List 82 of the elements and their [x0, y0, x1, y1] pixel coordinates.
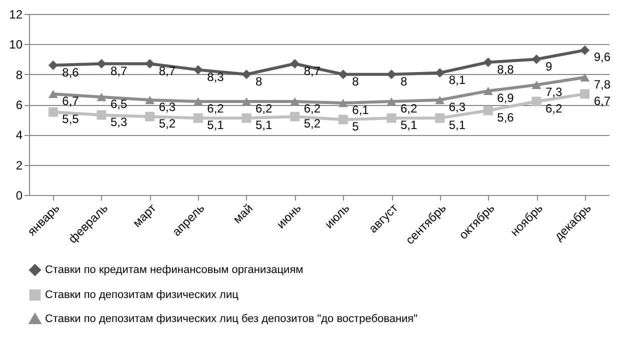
- data-label: 5,2: [158, 116, 176, 131]
- y-tick-label: 12: [9, 8, 23, 22]
- point: [193, 97, 203, 106]
- point: [532, 54, 542, 64]
- data-label: 6,2: [400, 101, 418, 116]
- data-label: 9: [546, 59, 552, 74]
- point: [580, 89, 590, 99]
- data-label: 5,2: [304, 116, 321, 131]
- point: [435, 96, 445, 104]
- data-label: 5,1: [400, 118, 418, 132]
- y-tick-label: 4: [16, 128, 23, 142]
- point: [386, 97, 396, 106]
- y-tick-label: 2: [16, 158, 23, 172]
- data-label: 5,6: [497, 110, 514, 125]
- legend-label: Ставки по депозитам физических лиц без депозитов "до востребования": [45, 313, 418, 325]
- point: [435, 113, 445, 123]
- data-label: 8: [400, 74, 408, 88]
- data-label: 6,9: [497, 90, 514, 105]
- point: [242, 113, 252, 123]
- point: [48, 107, 58, 117]
- data-label: 6,1: [352, 102, 370, 117]
- data-label: 5,1: [207, 118, 224, 132]
- point: [580, 73, 590, 82]
- data-label: 7,8: [594, 77, 611, 92]
- point: [338, 98, 348, 108]
- data-label: 6,2: [304, 101, 321, 116]
- y-tick-label: 0: [16, 188, 23, 202]
- data-label: 5,3: [110, 115, 128, 130]
- data-label: 6,5: [110, 96, 128, 111]
- point: [483, 58, 493, 68]
- point: [290, 97, 300, 106]
- point: [483, 106, 493, 116]
- legend-label: Ставки по кредитам нефинансовым организациям: [45, 264, 304, 276]
- data-label: 5,5: [62, 112, 80, 126]
- data-label: 8,7: [110, 64, 128, 78]
- data-label: 8: [256, 74, 262, 88]
- data-label: 6,3: [158, 100, 176, 114]
- data-label: 8,8: [497, 62, 514, 76]
- data-label: 6,7: [62, 94, 80, 108]
- point: [193, 113, 203, 123]
- point: [290, 59, 300, 69]
- data-label: 6,2: [207, 101, 224, 116]
- point: [338, 114, 348, 124]
- y-tick-label: 6: [16, 98, 23, 112]
- data-label: 6,3: [448, 100, 466, 114]
- data-label: 5,1: [256, 118, 273, 132]
- data-label: 8,3: [207, 70, 224, 84]
- point: [193, 65, 203, 75]
- point: [532, 96, 542, 106]
- point: [435, 68, 445, 78]
- y-tick-label: 10: [9, 38, 23, 52]
- point: [290, 112, 300, 122]
- data-label: 6,2: [546, 101, 563, 116]
- data-label: 8,7: [158, 64, 176, 78]
- point: [96, 92, 106, 102]
- data-label: 8,6: [62, 65, 80, 80]
- data-label: 8,1: [448, 72, 466, 87]
- point: [96, 110, 106, 120]
- point: [532, 80, 542, 89]
- point: [242, 70, 252, 80]
- x-tick-label: май: [230, 201, 256, 226]
- data-label: 5: [352, 120, 360, 134]
- point: [145, 59, 155, 69]
- point: [96, 59, 106, 69]
- legend-label: Ставки по депозитам физических лиц: [45, 289, 240, 301]
- point: [48, 60, 58, 70]
- data-label: 7,3: [546, 84, 563, 99]
- point: [386, 113, 396, 123]
- y-tick-label: 8: [16, 68, 23, 82]
- point: [386, 70, 396, 80]
- point: [48, 90, 58, 98]
- point: [580, 45, 590, 55]
- data-label: 6,2: [256, 101, 273, 116]
- data-label: 8: [352, 74, 360, 88]
- data-label: 5,1: [448, 118, 466, 132]
- point: [338, 70, 348, 80]
- data-label: 6,7: [594, 94, 611, 108]
- point: [145, 112, 155, 122]
- point: [483, 86, 493, 96]
- point: [242, 97, 252, 106]
- point: [145, 96, 155, 104]
- data-label: 9,6: [594, 50, 611, 64]
